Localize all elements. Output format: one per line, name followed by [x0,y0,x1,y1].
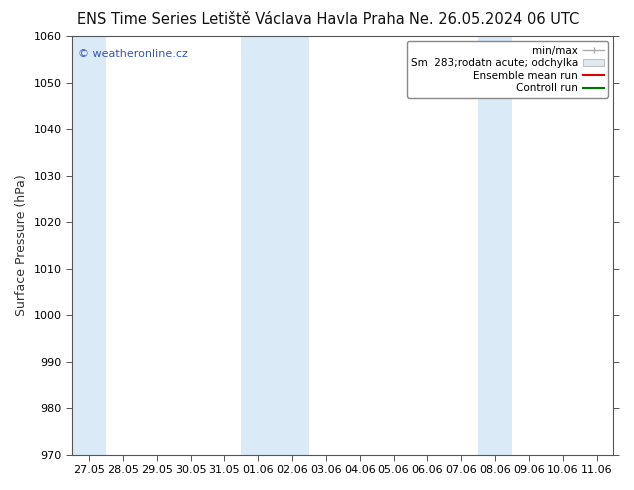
Bar [242,36,309,455]
Text: Ne. 26.05.2024 06 UTC: Ne. 26.05.2024 06 UTC [410,12,579,27]
Y-axis label: Surface Pressure (hPa): Surface Pressure (hPa) [15,174,28,316]
Bar [478,36,512,455]
Text: © weatheronline.cz: © weatheronline.cz [77,49,188,59]
Bar [72,36,106,455]
Legend: min/max, Sm  283;rodatn acute; odchylka, Ensemble mean run, Controll run: min/max, Sm 283;rodatn acute; odchylka, … [406,41,608,98]
Text: ENS Time Series Letiště Václava Havla Praha: ENS Time Series Letiště Václava Havla Pr… [77,12,404,27]
